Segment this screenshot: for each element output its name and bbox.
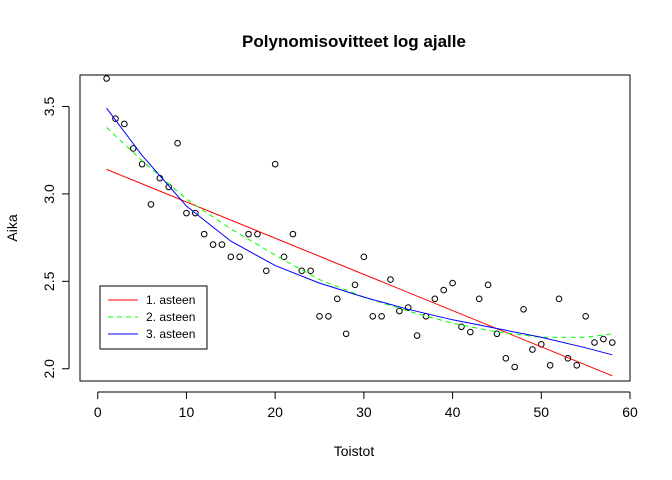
data-point (103, 75, 110, 82)
data-point (165, 183, 173, 191)
data-point (245, 230, 252, 238)
y-tick-label: 2.0 (41, 359, 57, 379)
y-tick-label: 2.5 (41, 271, 57, 291)
data-point (529, 346, 536, 353)
x-tick-label: 20 (267, 404, 283, 420)
data-point (209, 241, 217, 248)
x-tick-label: 40 (445, 404, 461, 420)
data-point (458, 323, 465, 331)
data-point (475, 295, 483, 303)
data-point (147, 201, 155, 208)
data-point (502, 354, 510, 362)
data-point (138, 160, 146, 168)
data-point (511, 363, 518, 371)
y-axis-label: Aika (4, 214, 20, 241)
data-point (387, 276, 394, 283)
data-point (608, 339, 616, 346)
data-point (582, 313, 589, 320)
data-point (520, 306, 527, 313)
data-point (325, 313, 332, 320)
data-point (200, 230, 208, 238)
data-point (467, 328, 474, 336)
data-point (360, 253, 368, 261)
legend-label: 2. asteen (146, 310, 195, 324)
y-axis: 2.0 2.5 3.0 3.5 (41, 97, 70, 379)
data-point (121, 120, 128, 128)
data-point (333, 295, 341, 303)
data-point (289, 230, 297, 238)
data-point (449, 279, 456, 287)
x-tick-label: 10 (179, 404, 195, 420)
data-point (227, 253, 235, 261)
data-point (591, 339, 598, 346)
data-point (129, 145, 137, 152)
x-tick-label: 60 (622, 404, 638, 420)
y-tick-label: 3.0 (41, 184, 57, 204)
data-point (342, 330, 350, 338)
data-point (396, 307, 403, 315)
legend-label: 1. asteen (146, 293, 195, 307)
chart-title: Polynomisovitteet log ajalle (242, 32, 466, 51)
plot-frame (79, 74, 631, 382)
data-point (404, 304, 412, 311)
data-point (183, 209, 190, 217)
x-axis: 0 10 20 30 40 50 60 (94, 391, 638, 420)
data-point (174, 139, 181, 147)
data-point (236, 253, 243, 261)
x-tick-label: 50 (534, 404, 550, 420)
data-point (431, 295, 439, 303)
x-axis-label: Toistot (334, 443, 375, 459)
data-point (378, 313, 385, 320)
data-point (555, 295, 563, 303)
data-point (440, 286, 448, 294)
data-point (546, 361, 554, 369)
x-tick-label: 30 (356, 404, 372, 420)
data-point (564, 354, 572, 362)
data-point (413, 332, 421, 339)
data-point (192, 209, 199, 217)
data-point (262, 267, 270, 275)
data-point (271, 160, 279, 168)
data-point (600, 335, 607, 343)
data-point (280, 253, 288, 261)
data-point (351, 281, 359, 289)
data-point (573, 361, 581, 369)
fit-line (106, 168, 613, 377)
data-point (218, 241, 226, 248)
data-point (493, 330, 501, 338)
fit-lines (106, 107, 613, 377)
y-tick-label: 3.5 (41, 97, 57, 117)
data-point (112, 115, 119, 123)
fit-line (106, 107, 613, 356)
data-point (316, 313, 323, 320)
data-point (484, 281, 492, 289)
legend: 1. asteen 2. asteen 3. asteen (99, 285, 208, 350)
legend-label: 3. asteen (146, 327, 195, 341)
data-point (369, 313, 377, 320)
x-tick-label: 0 (94, 404, 102, 420)
data-point (307, 267, 314, 275)
